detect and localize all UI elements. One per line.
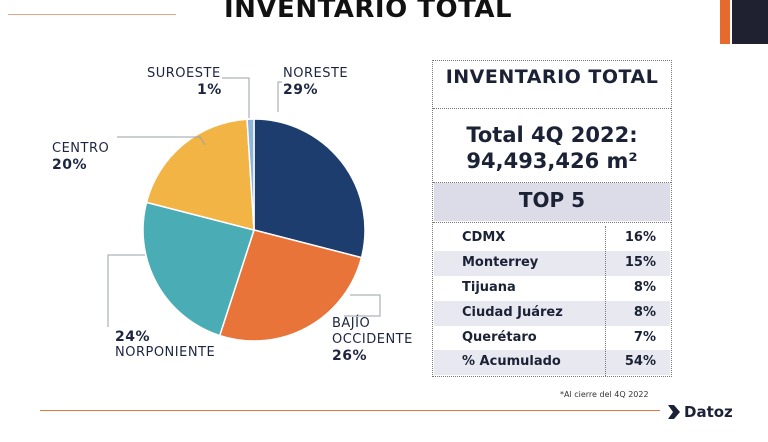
pie-slice-centro xyxy=(145,118,255,231)
row-pct: 7% xyxy=(633,330,656,345)
bottom-accent-line xyxy=(40,410,660,411)
row-city: Tijuana xyxy=(462,280,516,295)
row-city: Querétaro xyxy=(462,330,537,345)
row-pct: 15% xyxy=(624,255,656,270)
table-row: Querétaro 7% xyxy=(434,326,670,351)
total-label: Total 4Q 2022: xyxy=(466,123,638,147)
panel-divider xyxy=(433,108,671,109)
top-accent-line xyxy=(8,14,176,15)
label-noreste: NORESTE 29% xyxy=(283,66,348,98)
panel-divider xyxy=(433,222,671,223)
leader-line xyxy=(344,294,381,317)
leader-line xyxy=(107,254,145,327)
row-city: Monterrey xyxy=(462,255,539,270)
leader-line xyxy=(222,77,250,118)
table-column-divider xyxy=(605,226,606,376)
page-title: INVENTARIO TOTAL xyxy=(224,0,513,24)
label-suroeste-pct: 1% xyxy=(197,82,222,98)
leader-line xyxy=(117,136,206,146)
label-centro-pct: 20% xyxy=(52,157,88,173)
row-city: % Acumulado xyxy=(462,354,561,369)
pie-slice-suroeste xyxy=(246,118,255,231)
row-pct: 8% xyxy=(633,280,656,295)
inventory-panel xyxy=(432,60,672,377)
panel-divider xyxy=(433,182,671,183)
top-right-orange-bar xyxy=(720,0,730,44)
leader-line xyxy=(277,81,282,112)
row-city: Ciudad Juárez xyxy=(462,305,563,320)
row-pct: 54% xyxy=(624,354,656,369)
label-suroeste-name: SUROESTE xyxy=(147,66,221,81)
label-bajio-occidente-pct: 26% xyxy=(332,348,368,364)
panel-title: INVENTARIO TOTAL xyxy=(445,66,659,88)
table-row: Monterrey 15% xyxy=(434,251,670,276)
pie-slice-norponiente xyxy=(142,201,255,337)
top5-header-band xyxy=(434,183,670,221)
table-row: Tijuana 8% xyxy=(434,276,670,301)
datoz-logo: Datoz xyxy=(668,403,733,421)
label-norponiente-pct: 24% xyxy=(115,329,151,345)
total-value: 94,493,426 m² xyxy=(466,149,638,173)
top-right-dark-block xyxy=(732,0,768,44)
pie-slice-bajio-occidente xyxy=(218,229,363,342)
top5-title: TOP 5 xyxy=(518,188,586,212)
table-row: % Acumulado 54% xyxy=(434,350,670,375)
label-norponiente: 24% NORPONIENTE xyxy=(115,329,215,361)
label-noreste-pct: 29% xyxy=(283,82,319,98)
datoz-logo-icon xyxy=(668,405,680,419)
label-bajio-occidente-name: BAJÍO OCCIDENTE xyxy=(332,316,413,347)
label-centro: CENTRO 20% xyxy=(52,141,109,173)
pie-slice-noreste xyxy=(253,118,366,259)
row-city: CDMX xyxy=(462,230,506,245)
label-suroeste: SUROESTE 1% xyxy=(147,66,222,98)
label-norponiente-name: NORPONIENTE xyxy=(115,345,216,360)
table-row: CDMX 16% xyxy=(434,226,670,251)
label-centro-name: CENTRO xyxy=(52,141,110,156)
footnote: *Al cierre del 4Q 2022 xyxy=(560,390,649,399)
logo-text: Datoz xyxy=(684,403,733,421)
label-noreste-name: NORESTE xyxy=(283,66,349,81)
row-pct: 8% xyxy=(633,305,656,320)
row-pct: 16% xyxy=(624,230,656,245)
label-bajio-occidente: BAJÍO OCCIDENTE 26% xyxy=(332,316,432,364)
table-row: Ciudad Juárez 8% xyxy=(434,301,670,326)
